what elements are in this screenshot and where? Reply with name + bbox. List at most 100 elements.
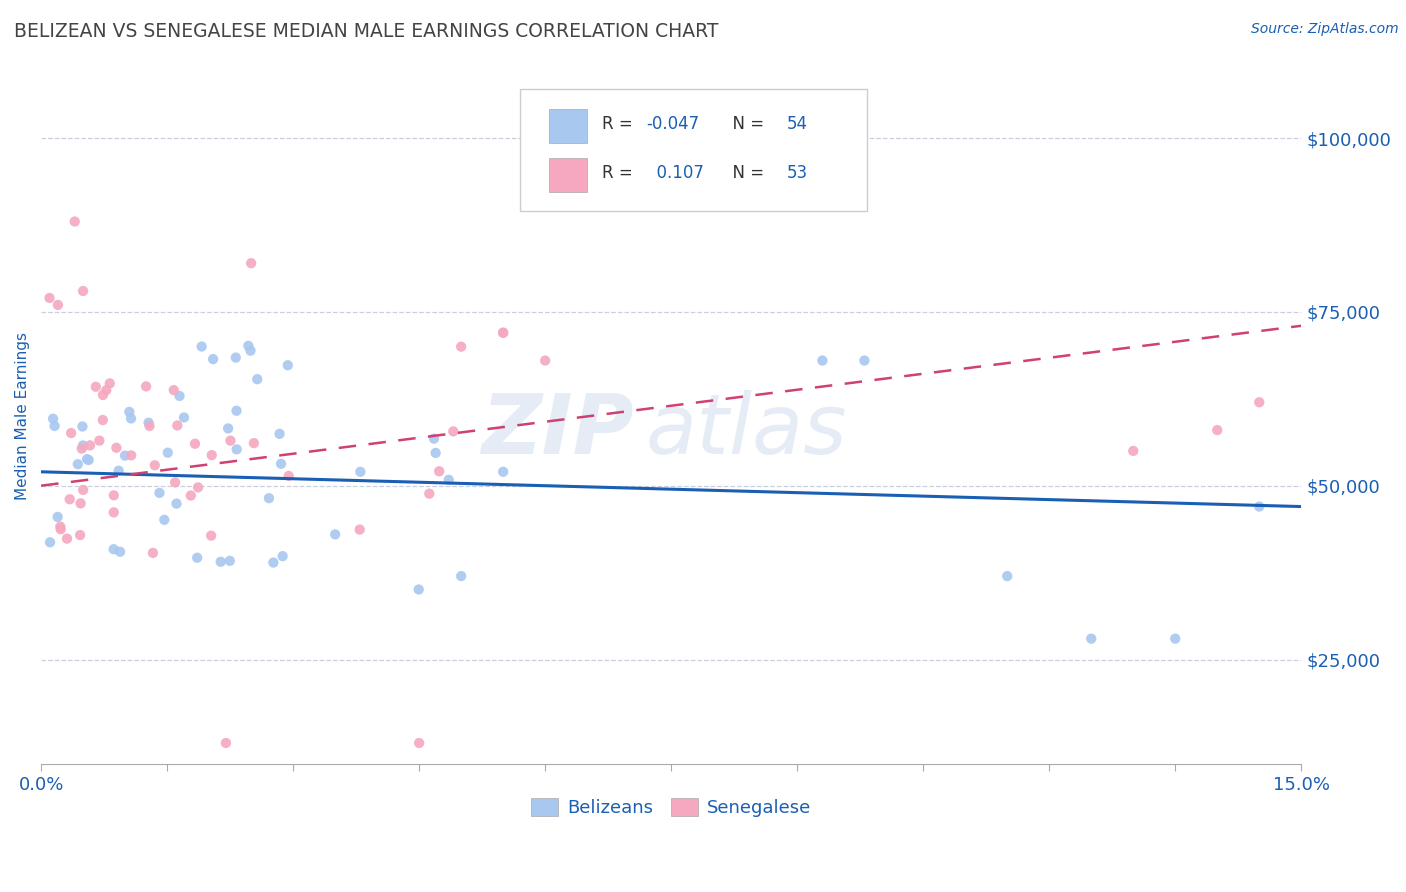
Point xyxy=(184,436,207,450)
Legend: Belizeans, Senegalese: Belizeans, Senegalese xyxy=(523,790,818,824)
Point xyxy=(1249,500,1271,514)
Point xyxy=(66,457,89,471)
Point xyxy=(257,491,280,505)
Point xyxy=(225,351,247,365)
Point xyxy=(76,452,98,467)
Point xyxy=(70,442,93,456)
Point xyxy=(46,298,69,312)
Point xyxy=(995,569,1018,583)
Point xyxy=(108,545,131,559)
Text: -0.047: -0.047 xyxy=(645,115,699,133)
Point xyxy=(225,403,247,417)
Point xyxy=(49,519,72,533)
Point xyxy=(271,549,294,563)
FancyBboxPatch shape xyxy=(548,158,586,192)
Point xyxy=(215,736,238,750)
Point xyxy=(811,353,834,368)
Point xyxy=(437,473,460,487)
Point xyxy=(60,425,83,440)
Point xyxy=(262,556,284,570)
FancyBboxPatch shape xyxy=(520,89,866,211)
Point xyxy=(209,555,232,569)
Point xyxy=(120,411,142,425)
Point xyxy=(142,546,165,560)
Point xyxy=(492,326,515,340)
Point xyxy=(135,379,157,393)
Point xyxy=(103,542,125,557)
Point xyxy=(269,426,291,441)
Point xyxy=(72,438,94,452)
Point xyxy=(408,582,430,597)
Point xyxy=(423,432,446,446)
Point xyxy=(98,376,121,391)
Text: Source: ZipAtlas.com: Source: ZipAtlas.com xyxy=(1251,22,1399,37)
Text: 0.107: 0.107 xyxy=(645,164,704,182)
Point xyxy=(450,340,472,354)
Point xyxy=(427,464,450,478)
Point xyxy=(1206,423,1229,437)
Point xyxy=(270,457,292,471)
Point xyxy=(84,380,107,394)
Point xyxy=(349,465,371,479)
Point xyxy=(103,488,125,502)
Point xyxy=(219,434,242,448)
Point xyxy=(72,483,94,497)
Text: N =: N = xyxy=(721,164,769,182)
Point xyxy=(418,486,440,500)
Point xyxy=(114,449,136,463)
Point xyxy=(143,458,166,473)
Point xyxy=(89,434,111,448)
Point xyxy=(63,214,86,228)
Point xyxy=(96,383,118,397)
Point xyxy=(148,486,170,500)
Y-axis label: Median Male Earnings: Median Male Earnings xyxy=(15,332,30,500)
Point xyxy=(180,489,202,503)
Point xyxy=(202,352,225,367)
Point xyxy=(91,388,114,402)
Point xyxy=(107,464,129,478)
Point xyxy=(1164,632,1187,646)
Point xyxy=(120,449,142,463)
Point xyxy=(69,496,91,510)
Point xyxy=(105,441,128,455)
Point xyxy=(246,372,269,386)
Point xyxy=(277,358,299,372)
Point xyxy=(534,353,557,368)
Point xyxy=(56,532,79,546)
Point xyxy=(1080,632,1102,646)
Point xyxy=(163,383,186,397)
Point xyxy=(173,410,195,425)
Text: atlas: atlas xyxy=(645,390,848,471)
Point xyxy=(138,416,160,430)
Point xyxy=(239,343,262,358)
Text: R =: R = xyxy=(602,164,638,182)
Point xyxy=(138,419,160,434)
Text: ZIP: ZIP xyxy=(481,390,633,471)
Point xyxy=(238,339,260,353)
Point xyxy=(39,535,62,549)
Point xyxy=(492,465,515,479)
Point xyxy=(1249,395,1271,409)
Point xyxy=(166,418,188,433)
Point xyxy=(450,569,472,583)
Point xyxy=(166,497,188,511)
Point xyxy=(201,448,224,462)
Point xyxy=(218,554,240,568)
Point xyxy=(225,442,247,457)
Point xyxy=(59,492,82,507)
Point xyxy=(49,522,72,536)
Point xyxy=(44,419,66,434)
Point xyxy=(200,529,222,543)
Point xyxy=(42,411,65,425)
Point xyxy=(46,510,69,524)
Point xyxy=(165,475,187,490)
Point xyxy=(91,413,114,427)
Point xyxy=(186,550,208,565)
Point xyxy=(425,446,447,460)
Point xyxy=(156,445,179,459)
Point xyxy=(187,480,209,494)
Point xyxy=(72,419,94,434)
Point xyxy=(492,326,515,340)
Point xyxy=(349,523,371,537)
Point xyxy=(118,405,141,419)
